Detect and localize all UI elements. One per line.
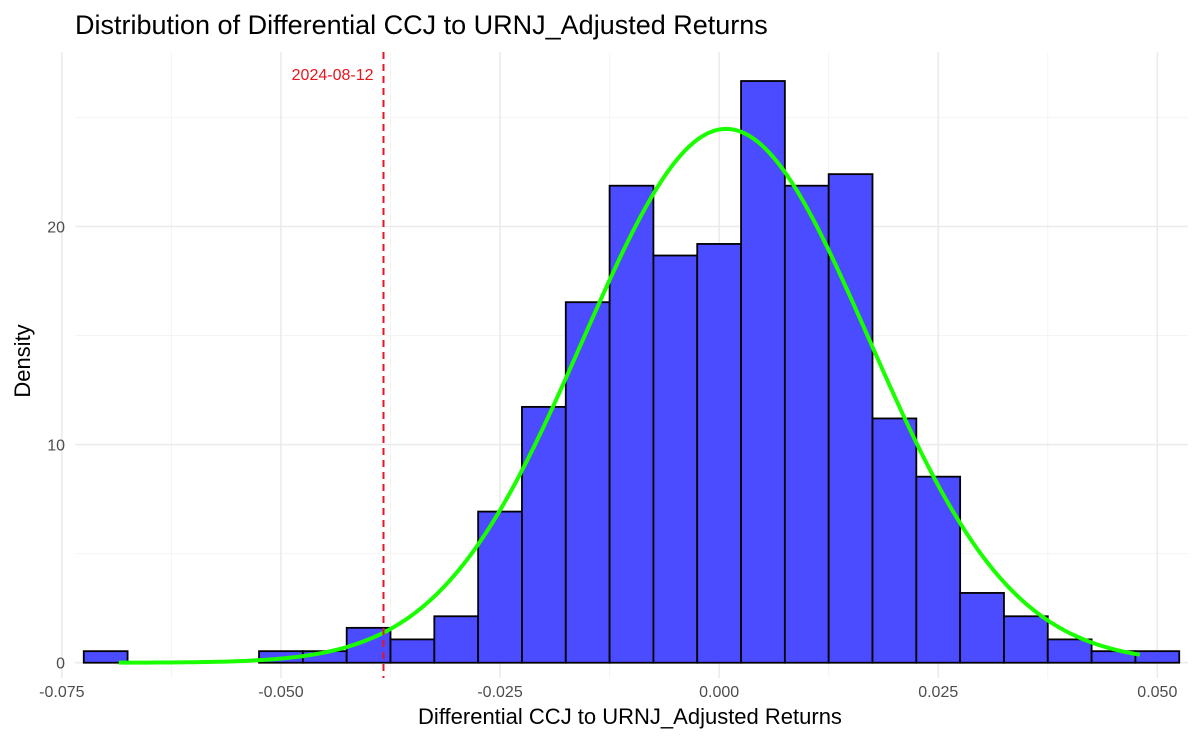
normal-density-curve xyxy=(118,126,1141,665)
event-date-label: 2024-08-12 xyxy=(292,67,374,84)
histogram-bar xyxy=(915,475,962,664)
y-axis-title: Density xyxy=(10,324,35,397)
histogram-bar xyxy=(652,254,699,664)
histogram-bar xyxy=(608,184,655,664)
histogram-bar xyxy=(389,638,436,664)
chart-title: Distribution of Differential CCJ to URNJ… xyxy=(75,10,768,40)
histogram-bar xyxy=(871,417,918,664)
histogram-bar xyxy=(564,301,611,664)
histogram-bar xyxy=(959,592,1005,664)
histogram-bar xyxy=(82,650,129,664)
histogram-bar xyxy=(1046,638,1093,664)
x-tick-label: -0.075 xyxy=(39,684,84,701)
histogram-bar xyxy=(783,184,830,664)
x-tick-label: 0.050 xyxy=(1137,684,1177,701)
event-line-layer: 2024-08-12 xyxy=(292,52,385,678)
x-tick-label: 0.025 xyxy=(918,684,958,701)
y-axis-ticks: 0 10 20 xyxy=(47,219,65,672)
x-tick-label: -0.025 xyxy=(477,684,522,701)
y-tick-label: 10 xyxy=(47,438,65,455)
x-tick-label: -0.050 xyxy=(258,684,303,701)
normal-curve-layer xyxy=(118,126,1141,665)
histogram-bar xyxy=(521,405,567,664)
y-tick-label: 0 xyxy=(56,656,65,673)
y-tick-label: 20 xyxy=(47,219,65,236)
x-tick-label: 0.000 xyxy=(699,684,739,701)
histogram-bar xyxy=(696,243,742,664)
histogram-bars xyxy=(82,80,1181,664)
x-axis-title: Differential CCJ to URNJ_Adjusted Return… xyxy=(418,704,842,729)
histogram-bar xyxy=(1134,650,1181,664)
x-axis-ticks: -0.075 -0.050 -0.025 0.000 0.025 0.050 xyxy=(39,684,1177,701)
histogram-bar xyxy=(827,173,874,664)
histogram-bar xyxy=(433,615,480,664)
histogram-bar xyxy=(740,80,786,664)
histogram-bar xyxy=(1003,615,1049,664)
